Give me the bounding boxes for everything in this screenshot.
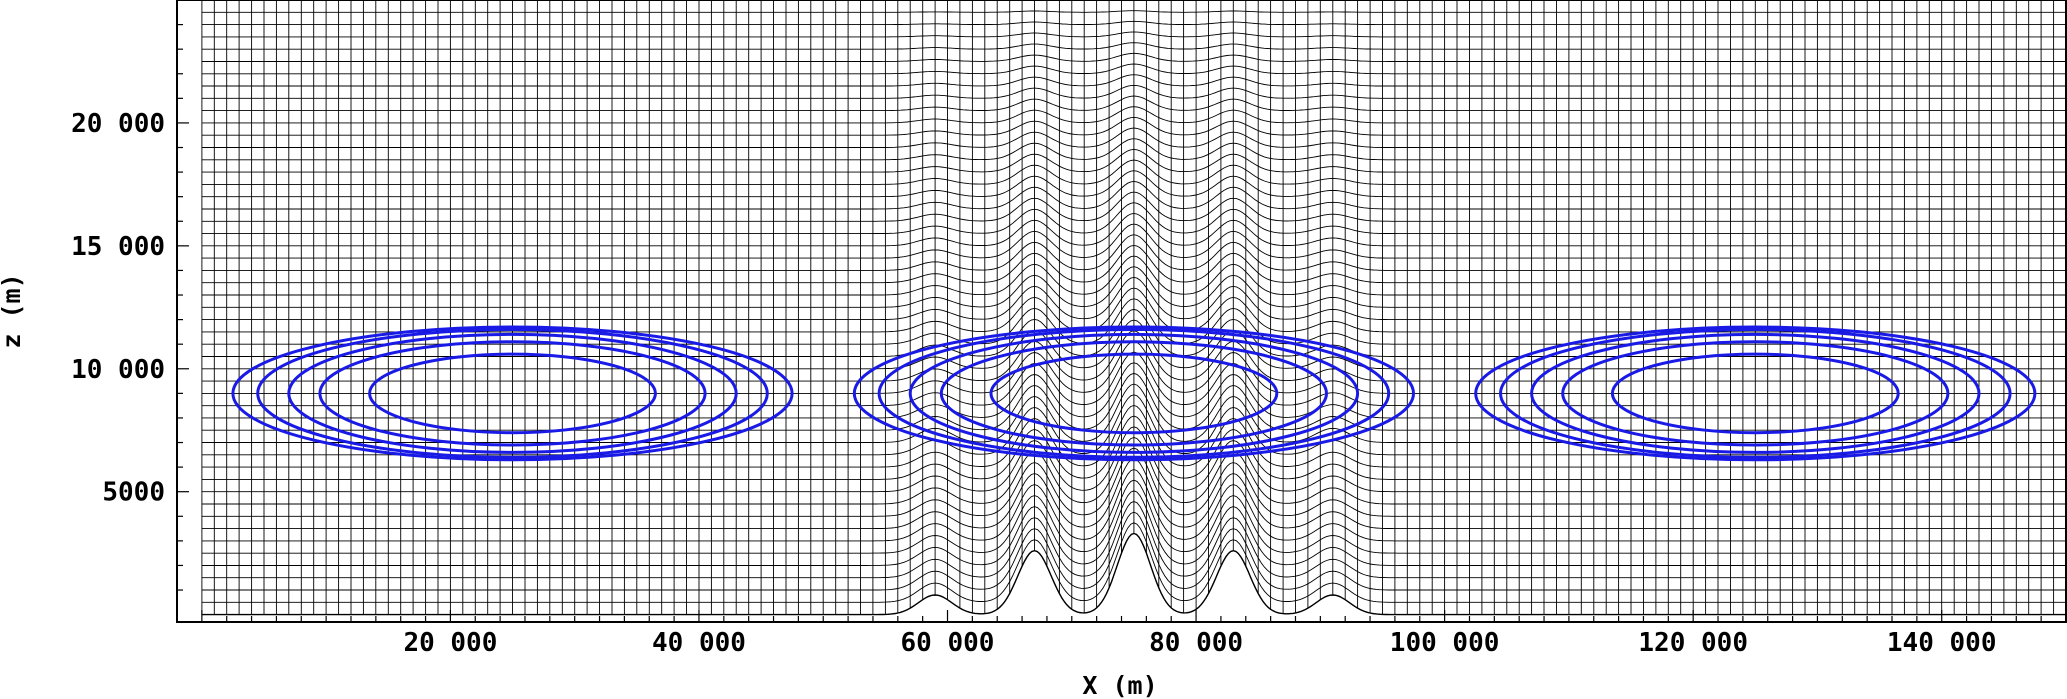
mesh-grid	[201, 0, 2066, 616]
contour-line	[1561, 340, 1950, 447]
contour-group	[231, 325, 2037, 462]
x-tick-label: 40 000	[652, 628, 746, 658]
y-tick-label: 5000	[102, 478, 165, 508]
contour-line	[908, 332, 1360, 454]
x-tick-label: 80 000	[1149, 628, 1243, 658]
x-ticks: 20 000 40 000 60 000 80 000 100 000 120 000 14…	[201, 610, 2067, 658]
contour-line	[877, 328, 1391, 459]
contour-line	[1474, 325, 2037, 462]
x-tick-label: 20 000	[403, 628, 497, 658]
x-tick-label: 120 000	[1638, 628, 1748, 658]
x-tick-label: 100 000	[1390, 628, 1500, 658]
contour-line	[852, 325, 1416, 462]
contour-line	[1530, 332, 1981, 454]
contour-line	[368, 352, 657, 435]
x-tick-label: 140 000	[1887, 628, 1997, 658]
contour-line	[1610, 352, 1900, 435]
contour-line	[939, 340, 1329, 447]
x-axis-label: X (m)	[1082, 671, 1157, 699]
x-tick-label: 60 000	[901, 628, 995, 658]
y-tick-label: 10 000	[71, 355, 165, 385]
y-tick-label: 20 000	[71, 109, 165, 139]
contour-line	[256, 328, 769, 459]
contour-line	[287, 332, 738, 454]
terrain-line	[201, 532, 2066, 616]
y-axis-label: z (m)	[0, 273, 26, 348]
contour-line	[318, 340, 707, 447]
y-ticks: 5000 10 000 15 000 20 000	[71, 0, 189, 591]
y-tick-label: 15 000	[71, 232, 165, 262]
contour-line	[1499, 328, 2012, 459]
contour-line	[989, 352, 1279, 435]
contour-line	[231, 325, 794, 462]
